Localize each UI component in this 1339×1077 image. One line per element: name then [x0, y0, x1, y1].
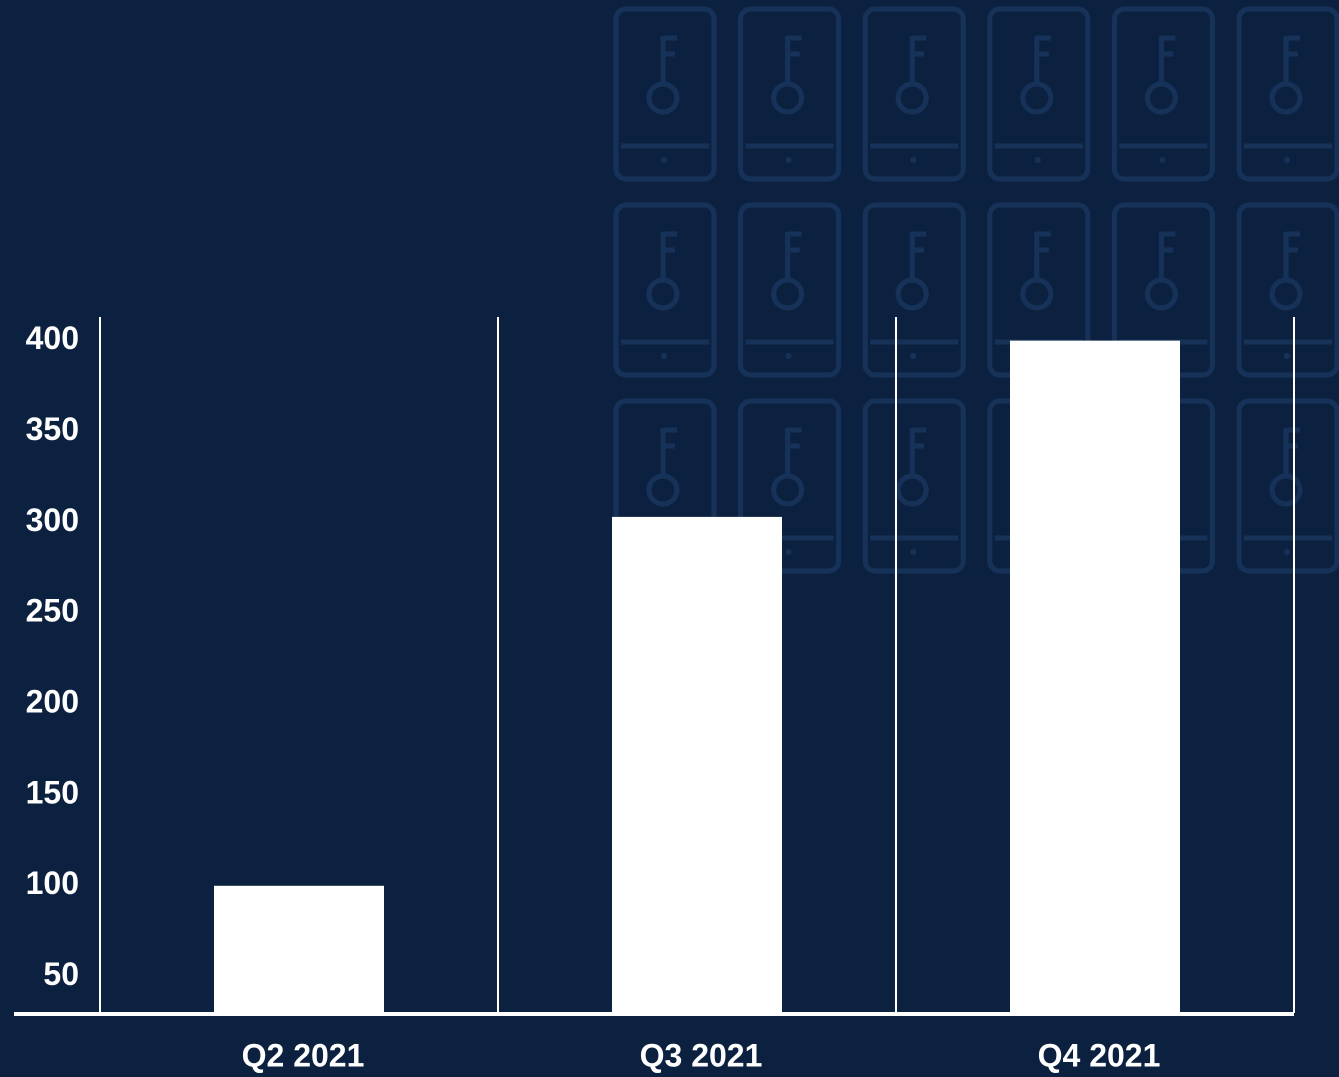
y-tick-label: 400 [26, 320, 79, 356]
bar [1010, 341, 1180, 1013]
bar [214, 886, 384, 1013]
bar [612, 517, 782, 1013]
chart: 50 100 150 200 250 300 350 400 Q2 2021 Q3 2021 Q4 … [0, 0, 1339, 1077]
y-tick-label: 50 [43, 956, 79, 992]
y-tick-label: 250 [26, 593, 79, 629]
x-tick-label: Q2 2021 [242, 1037, 365, 1073]
background-pattern [613, 0, 1339, 578]
y-tick-label: 200 [26, 684, 79, 720]
x-tick-label: Q3 2021 [640, 1037, 763, 1073]
y-tick-label: 300 [26, 502, 79, 538]
y-tick-label: 350 [26, 411, 79, 447]
page: {"chart_data": {"type": "bar", "categori… [0, 0, 1339, 1077]
y-tick-label: 150 [26, 774, 79, 810]
y-tick-label: 100 [26, 865, 79, 901]
x-tick-label: Q4 2021 [1038, 1037, 1161, 1073]
